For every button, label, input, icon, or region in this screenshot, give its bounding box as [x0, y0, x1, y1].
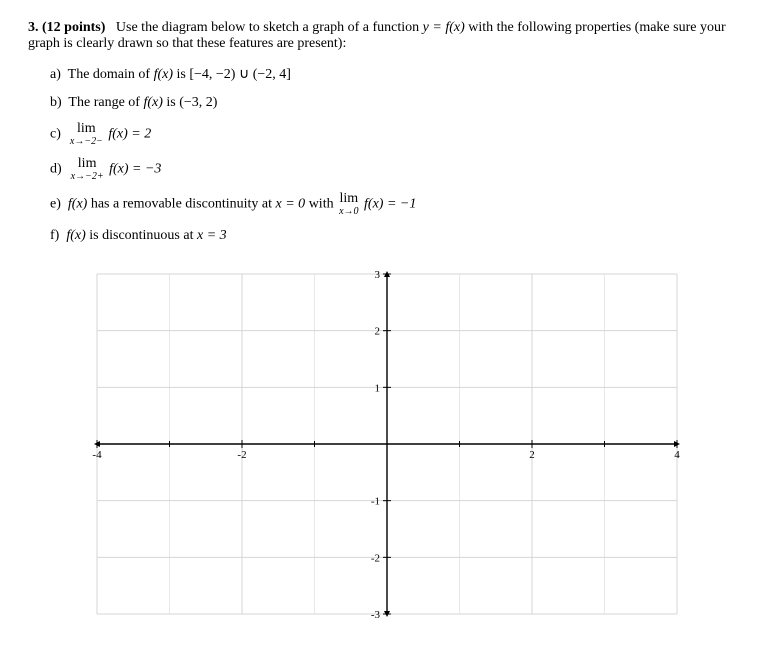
question-points: (12 points) — [42, 20, 105, 35]
part-c-label: c) — [50, 127, 61, 142]
svg-text:-1: -1 — [370, 495, 379, 507]
part-b-pre: The range of — [68, 95, 143, 110]
limit-d: lim x→−2+ — [71, 157, 104, 182]
part-e-label: e) — [50, 197, 61, 212]
fn-equation: y = f(x) — [423, 20, 465, 35]
limit-e-bottom: x→0 — [339, 207, 358, 217]
limit-d-top: lim — [71, 157, 104, 171]
part-e-fx2: f(x) = −1 — [364, 197, 416, 212]
svg-text:1: 1 — [374, 382, 380, 394]
coordinate-grid: -4 -2 2 4 -3 -2 -1 1 2 3 — [87, 264, 687, 624]
part-b-label: b) — [50, 95, 62, 110]
part-f: f) f(x) is discontinuous at x = 3 — [50, 227, 745, 245]
part-d: d) lim x→−2+ f(x) = −3 — [50, 157, 745, 182]
part-f-x3: x = 3 — [197, 228, 227, 243]
question-number: 3. — [28, 20, 39, 35]
svg-text:-3: -3 — [370, 609, 380, 621]
limit-e: lim x→0 — [339, 192, 358, 217]
graph-container: -4 -2 2 4 -3 -2 -1 1 2 3 — [28, 264, 745, 624]
svg-text:-2: -2 — [237, 449, 246, 461]
part-e-mid: has a removable discontinuity at — [91, 197, 276, 212]
part-c-fx: f(x) = 2 — [108, 127, 151, 142]
part-e-with: with — [309, 197, 337, 212]
question-header: 3. (12 points) Use the diagram below to … — [28, 20, 745, 52]
limit-d-bottom: x→−2+ — [71, 172, 104, 182]
part-b-fx: f(x) — [143, 95, 162, 110]
prompt-part-a: Use the diagram below to sketch a graph … — [116, 20, 423, 35]
svg-text:3: 3 — [374, 269, 380, 281]
svg-text:-2: -2 — [370, 552, 379, 564]
part-b-post: is (−3, 2) — [166, 95, 217, 110]
part-f-post: is discontinuous at — [89, 228, 197, 243]
part-f-fx: f(x) — [66, 228, 85, 243]
limit-c-top: lim — [70, 122, 103, 136]
svg-text:4: 4 — [674, 449, 680, 461]
part-a-pre: The domain of — [68, 67, 154, 82]
svg-text:2: 2 — [374, 325, 380, 337]
part-d-label: d) — [50, 162, 62, 177]
part-d-fx: f(x) = −3 — [109, 162, 161, 177]
part-b: b) The range of f(x) is (−3, 2) — [50, 94, 745, 112]
limit-e-top: lim — [339, 192, 358, 206]
part-f-label: f) — [50, 228, 59, 243]
part-a-post: is [−4, −2) ∪ (−2, 4] — [177, 67, 291, 82]
parts-list: a) The domain of f(x) is [−4, −2) ∪ (−2,… — [50, 66, 745, 246]
svg-text:2: 2 — [529, 449, 535, 461]
part-c: c) lim x→−2− f(x) = 2 — [50, 122, 745, 147]
part-a: a) The domain of f(x) is [−4, −2) ∪ (−2,… — [50, 66, 745, 84]
part-a-label: a) — [50, 67, 61, 82]
part-e: e) f(x) has a removable discontinuity at… — [50, 192, 745, 217]
part-a-fx: f(x) — [154, 67, 173, 82]
part-e-x0: x = 0 — [276, 197, 306, 212]
part-e-fx1: f(x) — [68, 197, 87, 212]
svg-text:-4: -4 — [92, 449, 102, 461]
limit-c: lim x→−2− — [70, 122, 103, 147]
limit-c-bottom: x→−2− — [70, 137, 103, 147]
